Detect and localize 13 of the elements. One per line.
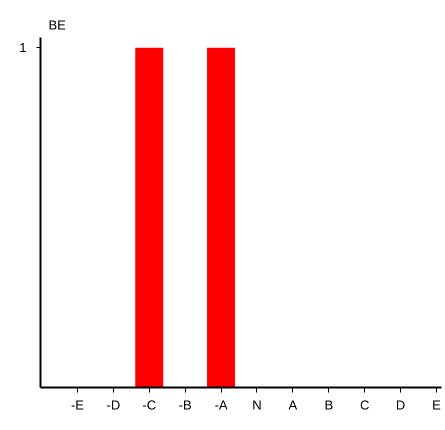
x-tick-label: -A (214, 398, 228, 412)
x-tick-label: D (396, 398, 406, 412)
text: 1 (19, 40, 27, 56)
x-tick-label: -C (142, 398, 156, 412)
x-tick-label: -D (106, 398, 120, 412)
x-tick-label: N (252, 398, 262, 412)
x-tick-label: E (432, 398, 442, 412)
x-tick-label: C (360, 398, 370, 412)
x-tick-label: -E (70, 398, 84, 412)
x-tick-label: -B (178, 398, 192, 412)
y-axis-title: BE (48, 18, 66, 32)
x-tick-label: B (324, 398, 334, 412)
x-tick-label: A (288, 398, 298, 412)
